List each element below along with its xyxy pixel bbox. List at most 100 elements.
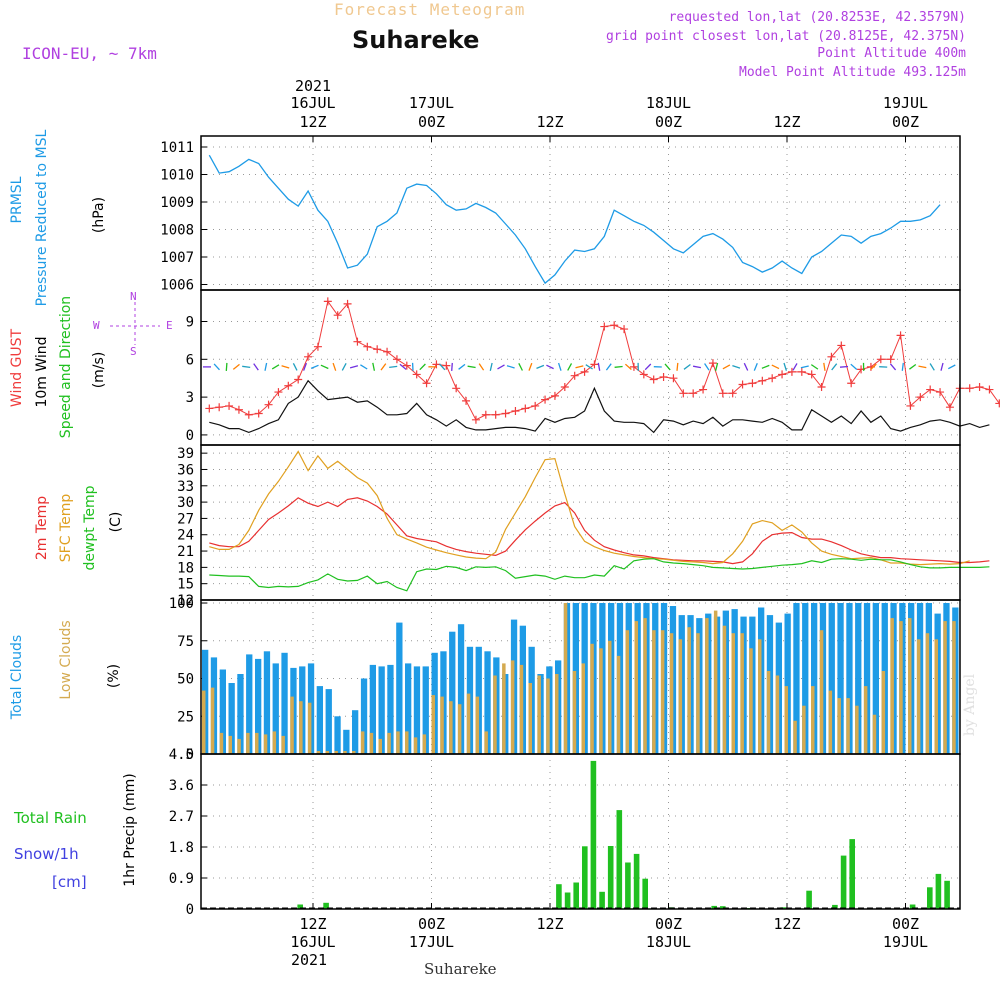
- y-tick-label: 0.9: [169, 871, 194, 887]
- total-cloud-bar: [837, 603, 844, 754]
- footer-location: Suhareke: [424, 960, 497, 978]
- rain-bar: [840, 855, 847, 909]
- gust-marker: [491, 410, 500, 419]
- gust-marker: [215, 403, 224, 412]
- total-cloud-bar: [457, 624, 465, 754]
- gust-marker: [234, 405, 243, 414]
- low-cloud-bar: [669, 633, 674, 754]
- wind-direction-arrow: [753, 362, 758, 371]
- y-tick-label: 0: [186, 902, 194, 918]
- y-tick-label: 1009: [160, 195, 194, 211]
- top-hour-label: 00Z: [892, 113, 919, 131]
- gust-marker: [392, 355, 401, 364]
- panel-frame: [200, 135, 961, 291]
- low-cloud-bar: [396, 731, 400, 754]
- panel-3: [201, 600, 960, 755]
- wind-direction-arrow: [704, 363, 710, 371]
- gust-marker: [807, 370, 816, 379]
- gust-marker: [659, 372, 668, 381]
- low-cloud-bar: [457, 704, 462, 754]
- gust-marker: [610, 321, 619, 330]
- gust-marker: [462, 396, 471, 405]
- wind-direction-arrow: [597, 362, 601, 371]
- y-tick-label: 50: [177, 672, 194, 688]
- y-tick-label: 1006: [160, 278, 194, 294]
- gust-marker: [570, 371, 579, 380]
- grid-point-coords: grid point closest lon,lat (20.8125E, 42…: [605, 29, 966, 44]
- low-cloud-bar: [652, 630, 656, 754]
- wind-direction-arrow: [253, 363, 259, 371]
- wind-direction-arrow: [320, 364, 329, 370]
- bottom-date-label: 17JUL: [409, 933, 454, 951]
- wind-direction-arrow: [614, 365, 623, 368]
- bottom-date-label: 19JUL: [883, 933, 928, 951]
- y-tick-label: 1008: [160, 223, 194, 239]
- wind-direction-arrow: [889, 363, 897, 371]
- rain-bar: [849, 839, 855, 909]
- gust-marker: [452, 384, 461, 393]
- snow-unit-label: [cm]: [52, 873, 87, 891]
- wind-direction-arrow: [929, 363, 935, 371]
- low-cloud-bar: [537, 675, 541, 754]
- wind-direction-arrow: [389, 365, 398, 369]
- wind-line: [209, 379, 990, 434]
- gust-marker: [363, 342, 372, 351]
- gust-marker: [975, 383, 984, 392]
- wind-direction-arrow: [518, 363, 523, 371]
- low-cloud-bar: [334, 751, 338, 754]
- y-tick-label: 25: [177, 709, 194, 725]
- low-cloud-bar: [387, 732, 391, 754]
- wind-direction-arrow: [743, 362, 749, 371]
- low-cloud-bar: [360, 731, 365, 754]
- low-cloud-bar: [440, 696, 444, 754]
- top-date-label: 18JUL: [646, 94, 691, 112]
- y-tick-label: 0: [186, 747, 194, 763]
- total-cloud-bar: [802, 603, 809, 754]
- low-cloud-bar: [343, 751, 347, 754]
- gust-marker: [560, 383, 569, 392]
- rain-bar: [909, 904, 916, 909]
- low-cloud-bar: [625, 630, 630, 754]
- wind-direction-arrow: [536, 364, 545, 370]
- total-cloud-bar: [449, 631, 456, 754]
- gust-marker: [481, 410, 490, 419]
- wind-direction-arrow: [585, 364, 593, 370]
- wind-direction-arrow: [870, 363, 877, 371]
- wind-direction-arrow: [478, 363, 485, 371]
- low-cloud-bar: [555, 674, 559, 754]
- total-cloud-bar: [219, 669, 226, 754]
- wind-direction-arrow: [419, 363, 426, 371]
- gust-marker: [876, 355, 885, 364]
- gust-marker: [728, 389, 737, 398]
- wind-direction-arrow: [557, 362, 562, 371]
- wind-direction-arrow: [528, 362, 533, 371]
- total-cloud-bar: [352, 710, 359, 754]
- gust-marker: [906, 401, 915, 410]
- rain-bar: [711, 905, 717, 909]
- wind-direction-arrow: [947, 364, 956, 370]
- total-cloud-bar: [484, 651, 491, 754]
- wind-direction-arrow: [901, 362, 904, 371]
- gust-marker: [550, 391, 559, 400]
- gust-marker: [264, 400, 273, 409]
- low-cloud-bar: [660, 630, 665, 754]
- low-cloud-bar: [263, 734, 268, 754]
- low-cloud-bar: [934, 639, 938, 754]
- gust-marker: [817, 383, 826, 392]
- low-cloud-bar: [696, 633, 700, 754]
- low-cloud-bar: [255, 732, 259, 754]
- low-cloud-bar: [202, 690, 206, 754]
- wind-direction-arrow: [497, 364, 505, 370]
- wind-direction-arrow: [489, 362, 493, 371]
- low-cloud-bar: [272, 731, 277, 754]
- gust-marker: [442, 361, 451, 370]
- wind-direction-arrow: [800, 365, 809, 369]
- low-cloud-bar: [846, 698, 850, 754]
- total-cloud-bar: [811, 603, 818, 754]
- low-cloud-bar: [290, 696, 294, 754]
- low-cloud-bar: [828, 690, 833, 754]
- low-cloud-bar: [449, 701, 453, 754]
- gust-marker: [620, 325, 629, 334]
- low-cloud-bar: [784, 686, 788, 754]
